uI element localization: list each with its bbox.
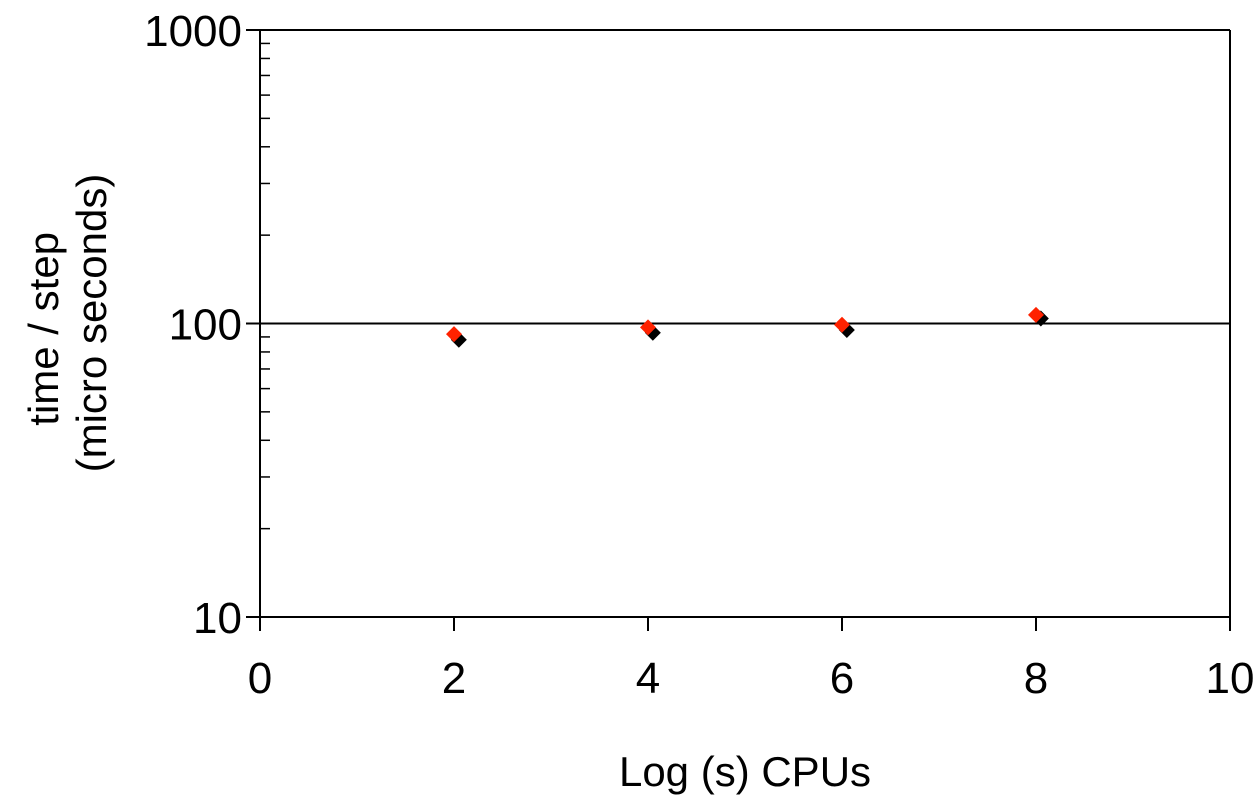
series-2-point xyxy=(834,316,850,333)
y-axis-title: time / step (micro seconds) xyxy=(20,174,115,473)
series-2-point xyxy=(1028,306,1044,323)
x-tick-label: 2 xyxy=(442,654,466,703)
x-tick-label: 8 xyxy=(1024,654,1048,703)
axis-ticks: 0 2 4 6 8 10 10 100 1000 xyxy=(144,7,1254,703)
y-tick-label: 10 xyxy=(193,594,242,643)
y-tick-label: 1000 xyxy=(144,7,242,56)
x-tick-label: 4 xyxy=(636,654,660,703)
x-axis-title: Log (s) CPUs xyxy=(619,748,871,795)
x-tick-label: 0 xyxy=(248,654,272,703)
x-tick-label: 10 xyxy=(1206,654,1255,703)
series-2-point xyxy=(640,319,656,336)
x-tick-label: 6 xyxy=(830,654,854,703)
series-2-point xyxy=(446,326,462,343)
y-tick-label: 100 xyxy=(169,301,242,350)
y-axis-title-line-2: (micro seconds) xyxy=(68,174,115,473)
data-points xyxy=(446,306,1049,348)
y-axis-title-line-1: time / step xyxy=(20,232,67,426)
